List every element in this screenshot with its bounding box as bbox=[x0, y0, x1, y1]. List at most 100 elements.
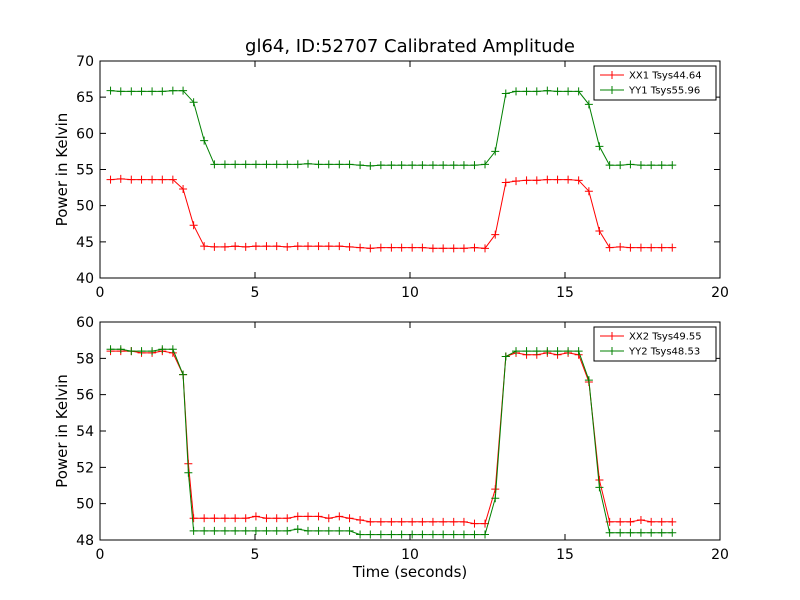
data-point bbox=[636, 516, 645, 525]
data-point bbox=[532, 347, 541, 356]
data-point bbox=[553, 175, 562, 184]
data-point bbox=[668, 161, 677, 170]
data-point bbox=[335, 526, 344, 535]
data-point bbox=[481, 530, 490, 539]
data-point bbox=[491, 494, 500, 503]
data-point bbox=[231, 526, 240, 535]
data-point bbox=[584, 376, 593, 385]
data-point bbox=[439, 530, 448, 539]
data-point bbox=[251, 242, 260, 251]
data-point bbox=[647, 243, 656, 252]
data-point bbox=[231, 242, 240, 251]
data-point bbox=[220, 242, 229, 251]
data-point bbox=[251, 160, 260, 169]
y-tick-label: 60 bbox=[76, 315, 94, 331]
data-point bbox=[262, 514, 271, 523]
data-point bbox=[220, 160, 229, 169]
data-point bbox=[459, 244, 468, 253]
data-point bbox=[262, 242, 271, 251]
data-point bbox=[376, 161, 385, 170]
data-point bbox=[387, 243, 396, 252]
data-point bbox=[293, 512, 302, 521]
data-point bbox=[148, 175, 157, 184]
data-point bbox=[137, 175, 146, 184]
data-point bbox=[470, 519, 479, 528]
data-point bbox=[356, 161, 365, 170]
data-point bbox=[293, 160, 302, 169]
data-point bbox=[522, 176, 531, 185]
data-point bbox=[522, 347, 531, 356]
data-point bbox=[210, 526, 219, 535]
data-point bbox=[200, 136, 209, 145]
data-point bbox=[481, 244, 490, 253]
data-point bbox=[283, 242, 292, 251]
data-point bbox=[324, 242, 333, 251]
data-point bbox=[481, 160, 490, 169]
data-point bbox=[574, 347, 583, 356]
data-point bbox=[231, 160, 240, 169]
data-point bbox=[428, 517, 437, 526]
data-point bbox=[272, 514, 281, 523]
data-point bbox=[564, 347, 573, 356]
data-point bbox=[148, 87, 157, 96]
data-point bbox=[512, 347, 521, 356]
data-point bbox=[501, 352, 510, 361]
data-point bbox=[210, 160, 219, 169]
y-tick-label: 50 bbox=[76, 199, 94, 215]
data-point bbox=[532, 87, 541, 96]
data-point bbox=[200, 242, 209, 251]
legend-marker bbox=[608, 347, 616, 355]
data-point bbox=[324, 160, 333, 169]
data-point bbox=[314, 242, 323, 251]
x-tick-label: 0 bbox=[96, 547, 105, 563]
data-point bbox=[262, 160, 271, 169]
data-point bbox=[366, 530, 375, 539]
data-point bbox=[439, 244, 448, 253]
data-point bbox=[543, 175, 552, 184]
data-point bbox=[605, 528, 614, 537]
data-point bbox=[137, 87, 146, 96]
data-point bbox=[449, 161, 458, 170]
data-point bbox=[168, 175, 177, 184]
x-tick-label: 5 bbox=[251, 285, 260, 301]
data-point bbox=[387, 161, 396, 170]
data-point bbox=[262, 526, 271, 535]
data-point bbox=[584, 100, 593, 109]
data-point bbox=[304, 526, 313, 535]
x-tick-label: 5 bbox=[251, 547, 260, 563]
data-point bbox=[616, 517, 625, 526]
data-point bbox=[324, 514, 333, 523]
data-point bbox=[283, 160, 292, 169]
data-point bbox=[605, 161, 614, 170]
data-point bbox=[459, 161, 468, 170]
data-point bbox=[668, 243, 677, 252]
data-point bbox=[366, 517, 375, 526]
data-point bbox=[636, 528, 645, 537]
data-point bbox=[272, 160, 281, 169]
data-point bbox=[304, 159, 313, 168]
data-point bbox=[387, 530, 396, 539]
y-tick-label: 56 bbox=[76, 388, 94, 404]
data-point bbox=[366, 244, 375, 253]
data-point bbox=[543, 347, 552, 356]
data-point bbox=[189, 221, 198, 230]
data-point bbox=[616, 242, 625, 251]
y-tick-label: 54 bbox=[76, 424, 94, 440]
data-point bbox=[137, 347, 146, 356]
data-point bbox=[376, 517, 385, 526]
y-tick-label: 58 bbox=[76, 351, 94, 367]
top-chart: 0 5 10 15 20 40 45 50 55 60 65 70 Power in Kelvin XX1… bbox=[53, 54, 729, 301]
bottom-chart: 0 5 10 15 20 48 50 52 54 56 58 60 Power in Kelvin XX2… bbox=[53, 315, 729, 563]
data-point bbox=[127, 175, 136, 184]
legend-marker bbox=[608, 71, 616, 79]
data-point bbox=[127, 347, 136, 356]
legend-marker bbox=[608, 86, 616, 94]
data-point bbox=[220, 526, 229, 535]
data-point bbox=[657, 528, 666, 537]
data-point bbox=[418, 530, 427, 539]
data-point bbox=[189, 514, 198, 523]
y-tick-label: 60 bbox=[76, 126, 94, 142]
data-point bbox=[428, 161, 437, 170]
data-point bbox=[636, 243, 645, 252]
data-point bbox=[626, 160, 635, 169]
